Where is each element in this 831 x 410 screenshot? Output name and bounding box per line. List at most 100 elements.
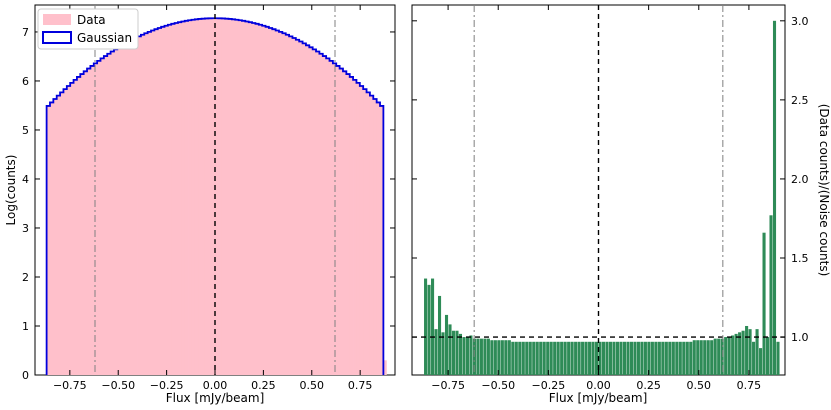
ratio-bar <box>626 341 630 375</box>
y-tick-label: 3 <box>22 222 29 235</box>
ratio-bar <box>553 341 557 375</box>
data-bar <box>322 56 327 375</box>
y-tick-label: 1.5 <box>791 252 809 265</box>
legend: Data Gaussian <box>37 8 139 50</box>
data-bar <box>225 18 229 376</box>
ratio-bar <box>570 341 574 375</box>
left-y-ticks: 0 1 2 3 4 5 6 7 <box>22 26 395 382</box>
data-bar <box>312 49 317 376</box>
data-bar <box>359 85 364 376</box>
x-tick-label: 0.50 <box>300 379 325 392</box>
ratio-bar <box>748 329 752 375</box>
left-y-axis-label: Log(counts) <box>4 155 18 226</box>
left-x-ticks: −0.75 −0.50 −0.25 0.00 0.25 0.50 0.75 <box>53 5 372 392</box>
data-bar <box>144 33 149 375</box>
data-bar <box>73 79 78 375</box>
ratio-bar <box>615 341 620 375</box>
data-bar <box>346 74 351 375</box>
data-bar <box>272 29 277 375</box>
ratio-bar <box>424 278 428 375</box>
data-bar <box>299 41 303 376</box>
ratio-bar <box>539 341 543 375</box>
data-bar <box>366 92 371 375</box>
y-tick-label: 6 <box>22 75 29 88</box>
data-bar <box>353 79 357 375</box>
ratio-bar <box>622 341 627 375</box>
data-bar <box>319 53 324 375</box>
data-bar <box>262 25 266 376</box>
data-bar <box>245 21 250 375</box>
ratio-bar <box>511 341 515 375</box>
data-bar <box>147 31 152 375</box>
data-bar <box>171 23 175 375</box>
ratio-bar <box>441 332 445 375</box>
ratio-bar <box>469 335 473 375</box>
left-histogram-panel: −0.75 −0.50 −0.25 0.00 0.25 0.50 0.75 0 1 2 3 4 5 6 7… <box>4 4 396 405</box>
ratio-bar <box>657 341 661 375</box>
data-bar <box>356 82 361 375</box>
data-bar <box>63 89 68 375</box>
data-bar <box>194 19 199 375</box>
ratio-bar <box>776 341 780 375</box>
data-bar <box>103 56 108 375</box>
ratio-bar <box>717 338 721 375</box>
ratio-bar <box>752 341 756 375</box>
data-bar <box>201 18 206 376</box>
ratio-bar <box>563 341 567 375</box>
x-tick-label: −0.25 <box>532 379 566 392</box>
ratio-bar <box>486 338 490 375</box>
data-bar <box>137 36 142 375</box>
data-bar <box>87 68 91 375</box>
ratio-bar <box>640 341 644 375</box>
data-bar <box>255 23 260 375</box>
ratio-bar <box>650 341 654 375</box>
data-bar <box>221 18 226 375</box>
ratio-bar <box>675 341 679 375</box>
ratio-bar <box>727 337 731 375</box>
data-bar <box>97 60 101 376</box>
ratio-bar <box>490 340 494 375</box>
ratio-bar <box>535 341 539 375</box>
data-bar <box>107 53 111 375</box>
data-bar <box>218 18 223 375</box>
ratio-bar <box>678 341 682 375</box>
data-bar <box>110 51 115 376</box>
ratio-bar <box>734 333 738 375</box>
data-bar <box>113 49 118 376</box>
data-bar <box>127 41 132 376</box>
x-tick-label: 0.25 <box>251 379 276 392</box>
data-bar <box>376 102 381 376</box>
data-bar <box>241 20 246 375</box>
left-x-axis-label: Flux [mJy/beam] <box>166 391 265 405</box>
ratio-bar <box>633 341 637 375</box>
ratio-bar <box>605 341 609 375</box>
ratio-bar <box>504 340 508 375</box>
ratio-bar <box>598 341 602 375</box>
ratio-bar <box>448 324 452 375</box>
x-tick-label: −0.50 <box>101 379 135 392</box>
data-bar <box>326 58 330 375</box>
data-bar <box>49 102 54 376</box>
x-tick-label: 0.00 <box>586 379 611 392</box>
data-bar <box>235 19 239 376</box>
ratio-bar <box>765 337 770 375</box>
ratio-bar <box>437 295 442 375</box>
ratio-bar <box>759 348 763 375</box>
data-bar <box>363 89 367 375</box>
ratio-bar <box>431 278 435 375</box>
data-bar <box>66 85 71 376</box>
ratio-bar <box>591 341 595 375</box>
ratio-bar <box>643 341 647 375</box>
ratio-bar <box>549 341 553 375</box>
x-tick-label: 0.25 <box>636 379 661 392</box>
ratio-bar <box>451 330 456 375</box>
ratio-bar <box>696 340 700 375</box>
data-bar <box>76 76 81 375</box>
ratio-bar <box>556 341 560 375</box>
ratio-bar <box>514 341 518 375</box>
ratio-bar <box>525 341 529 375</box>
ratio-bar <box>465 337 469 375</box>
x-tick-label: 0.00 <box>203 379 228 392</box>
data-bar <box>369 95 374 375</box>
data-bar <box>134 38 138 375</box>
